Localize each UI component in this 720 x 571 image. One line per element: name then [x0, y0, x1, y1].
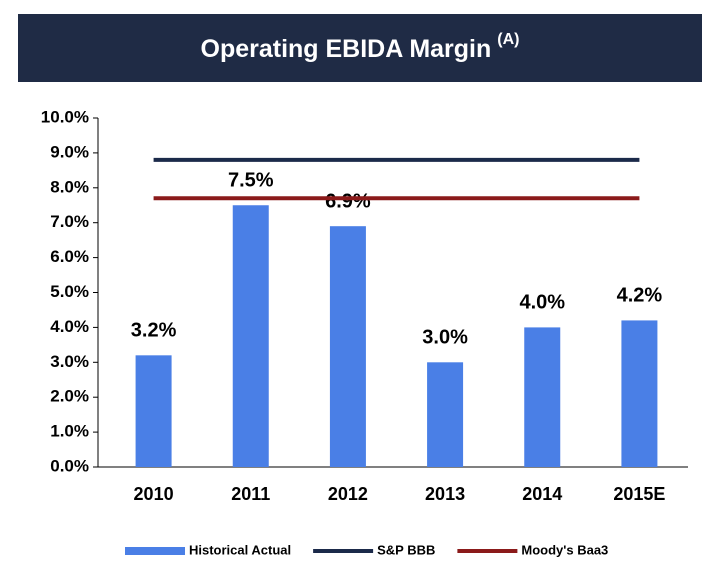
x-tick-label: 2013 — [425, 484, 465, 504]
value-label: 4.0% — [519, 292, 565, 314]
x-tick-label: 2014 — [522, 484, 562, 504]
y-tick-label: 2.0% — [50, 387, 89, 406]
x-tick-label: 2010 — [134, 484, 174, 504]
bar — [427, 362, 464, 467]
value-label: 3.2% — [131, 320, 177, 342]
x-tick-label: 2011 — [231, 484, 270, 504]
y-tick-label: 3.0% — [50, 352, 89, 371]
y-tick-label: 4.0% — [50, 317, 89, 336]
value-label: 4.2% — [617, 285, 663, 307]
value-label: 3.0% — [422, 327, 468, 349]
x-tick-label: 2015E — [613, 484, 665, 504]
y-tick-label: 1.0% — [50, 422, 89, 441]
legend-label: Moody's Baa3 — [521, 542, 608, 557]
title-banner — [18, 14, 702, 82]
bar — [524, 327, 561, 467]
y-tick-label: 8.0% — [50, 177, 89, 196]
value-label: 7.5% — [228, 170, 274, 192]
legend-label: S&P BBB — [377, 542, 435, 557]
bar — [621, 320, 658, 467]
value-label: 6.9% — [325, 190, 371, 212]
y-tick-label: 6.0% — [50, 247, 89, 266]
y-tick-label: 10.0% — [41, 107, 89, 126]
x-tick-label: 2012 — [328, 484, 368, 504]
bar — [135, 355, 172, 467]
y-tick-label: 9.0% — [50, 142, 89, 161]
title-superscript: (A) — [497, 31, 519, 48]
chart-title: Operating EBIDA Margin (A) — [201, 31, 520, 62]
bar — [232, 205, 269, 467]
legend-label: Historical Actual — [189, 542, 291, 557]
title-text: Operating EBIDA Margin — [201, 35, 492, 63]
y-tick-label: 7.0% — [50, 212, 89, 231]
legend-swatch — [125, 547, 185, 555]
y-tick-label: 0.0% — [50, 456, 89, 475]
y-tick-label: 5.0% — [50, 282, 89, 301]
bar — [329, 226, 366, 467]
